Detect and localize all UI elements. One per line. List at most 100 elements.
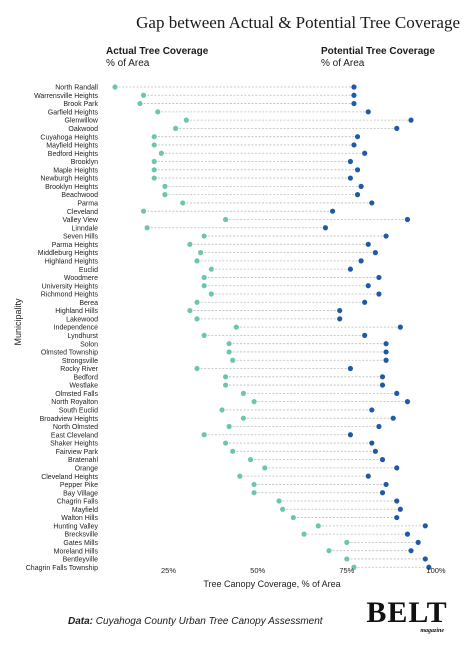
municipality-label: Olmsted Township xyxy=(41,350,98,357)
actual-coverage-point xyxy=(194,366,199,371)
potential-coverage-point xyxy=(398,325,403,330)
municipality-label: Seven Hills xyxy=(63,234,99,241)
actual-coverage-point xyxy=(344,540,349,545)
actual-coverage-point xyxy=(141,209,146,214)
actual-coverage-point xyxy=(209,267,214,272)
actual-coverage-point xyxy=(209,291,214,296)
municipality-label: Parma Heights xyxy=(52,242,99,249)
y-axis-label: Municipality xyxy=(13,298,23,346)
municipality-label: East Cleveland xyxy=(51,432,98,439)
potential-coverage-point xyxy=(351,93,356,98)
municipality-label: Glenwillow xyxy=(65,118,99,125)
municipality-label: Berea xyxy=(79,300,98,307)
potential-coverage-point xyxy=(405,399,410,404)
actual-coverage-point xyxy=(291,515,296,520)
potential-coverage-point xyxy=(369,407,374,412)
potential-coverage-point xyxy=(348,432,353,437)
potential-coverage-point xyxy=(355,134,360,139)
municipality-label: Independence xyxy=(54,325,98,332)
actual-coverage-point xyxy=(152,159,157,164)
potential-coverage-point xyxy=(423,523,428,528)
potential-coverage-point xyxy=(369,440,374,445)
municipality-label: Pepper Pike xyxy=(60,482,98,489)
municipality-label: Westlake xyxy=(69,383,98,390)
municipality-label: Parma xyxy=(77,201,98,208)
actual-coverage-point xyxy=(187,242,192,247)
municipality-label: Highland Heights xyxy=(45,258,99,265)
municipality-label: Middleburg Heights xyxy=(38,250,99,257)
potential-coverage-point xyxy=(405,532,410,537)
actual-coverage-point xyxy=(202,333,207,338)
x-tick-label: 25% xyxy=(161,566,176,575)
municipality-label: Lyndhurst xyxy=(68,333,99,340)
actual-coverage-point xyxy=(230,358,235,363)
potential-coverage-point xyxy=(348,159,353,164)
potential-coverage-point xyxy=(380,457,385,462)
actual-coverage-point xyxy=(159,151,164,156)
municipality-label: Bratenahl xyxy=(68,457,98,464)
potential-coverage-point xyxy=(348,175,353,180)
actual-coverage-point xyxy=(194,300,199,305)
municipality-label: Orange xyxy=(75,465,98,472)
actual-coverage-point xyxy=(276,498,281,503)
potential-coverage-point xyxy=(337,308,342,313)
potential-coverage-point xyxy=(394,515,399,520)
x-tick-label: 50% xyxy=(250,566,265,575)
potential-coverage-point xyxy=(408,548,413,553)
actual-coverage-point xyxy=(145,225,150,230)
municipality-label: Warrensville Heights xyxy=(34,93,98,100)
potential-coverage-point xyxy=(383,482,388,487)
actual-coverage-point xyxy=(252,399,257,404)
municipality-label: Beachwood xyxy=(61,192,98,199)
municipality-label: Mayfield Heights xyxy=(46,143,98,150)
municipality-label: Chagrin Falls xyxy=(57,499,99,506)
potential-coverage-point xyxy=(383,349,388,354)
potential-coverage-point xyxy=(383,358,388,363)
actual-coverage-point xyxy=(223,374,228,379)
municipality-label: Rocky River xyxy=(60,366,98,373)
municipality-label: North Royalton xyxy=(51,399,98,406)
municipality-label: Bedford xyxy=(73,374,98,381)
actual-coverage-point xyxy=(223,382,228,387)
actual-coverage-point xyxy=(194,316,199,321)
potential-coverage-point xyxy=(366,474,371,479)
potential-coverage-point xyxy=(359,184,364,189)
municipality-label: Mayfield xyxy=(72,507,98,514)
x-tick-label: 75% xyxy=(339,566,354,575)
municipality-label: Valley View xyxy=(62,217,98,224)
municipality-label: North Randall xyxy=(55,85,98,92)
municipality-label: Garfield Heights xyxy=(48,109,99,116)
municipality-label: Oakwood xyxy=(68,126,98,133)
potential-coverage-point xyxy=(330,209,335,214)
potential-coverage-point xyxy=(394,465,399,470)
actual-coverage-point xyxy=(198,250,203,255)
actual-coverage-point xyxy=(344,556,349,561)
potential-coverage-point xyxy=(351,84,356,89)
actual-coverage-point xyxy=(252,482,257,487)
potential-coverage-point xyxy=(348,366,353,371)
actual-coverage-point xyxy=(241,391,246,396)
potential-coverage-point xyxy=(394,498,399,503)
municipality-label: Shaker Heights xyxy=(50,441,98,448)
actual-coverage-point xyxy=(162,184,167,189)
potential-coverage-point xyxy=(380,490,385,495)
potential-coverage-point xyxy=(362,151,367,156)
actual-coverage-point xyxy=(184,118,189,123)
municipality-label: Gates Mills xyxy=(63,540,98,547)
potential-coverage-point xyxy=(405,217,410,222)
municipality-label: Bay Village xyxy=(63,490,98,497)
municipality-label: Highland Hills xyxy=(55,308,98,315)
actual-coverage-point xyxy=(187,308,192,313)
actual-coverage-point xyxy=(237,474,242,479)
potential-coverage-point xyxy=(408,118,413,123)
potential-coverage-point xyxy=(366,242,371,247)
actual-coverage-point xyxy=(301,532,306,537)
source-text: Cuyahoga County Urban Tree Canopy Assess… xyxy=(96,616,323,627)
actual-coverage-point xyxy=(252,490,257,495)
potential-coverage-point xyxy=(362,333,367,338)
municipality-label: Solon xyxy=(80,341,98,348)
potential-coverage-point xyxy=(398,507,403,512)
municipality-label: North Olmsted xyxy=(53,424,98,431)
municipality-label: Broadview Heights xyxy=(40,416,99,423)
